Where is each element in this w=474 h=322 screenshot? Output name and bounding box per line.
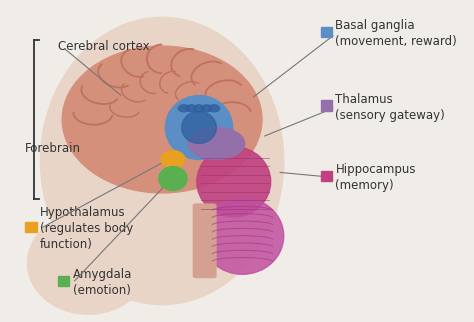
Ellipse shape bbox=[178, 105, 189, 112]
Ellipse shape bbox=[197, 147, 271, 217]
FancyBboxPatch shape bbox=[193, 204, 216, 278]
Text: Thalamus
(sensory gateway): Thalamus (sensory gateway) bbox=[336, 93, 445, 122]
Ellipse shape bbox=[209, 105, 219, 112]
Ellipse shape bbox=[165, 96, 233, 159]
Ellipse shape bbox=[161, 151, 185, 168]
Ellipse shape bbox=[186, 105, 197, 112]
Ellipse shape bbox=[193, 105, 204, 112]
Ellipse shape bbox=[188, 128, 245, 159]
Bar bbox=[58, 276, 69, 286]
Ellipse shape bbox=[40, 17, 284, 305]
Ellipse shape bbox=[201, 198, 284, 274]
Ellipse shape bbox=[159, 166, 187, 191]
Text: Hypothalamus
(regulates body
function): Hypothalamus (regulates body function) bbox=[40, 206, 133, 251]
Ellipse shape bbox=[27, 212, 149, 314]
Text: Forebrain: Forebrain bbox=[25, 142, 81, 156]
Text: Hippocampus
(memory): Hippocampus (memory) bbox=[336, 163, 416, 192]
Bar bbox=[320, 171, 332, 181]
Text: Basal ganglia
(movement, reward): Basal ganglia (movement, reward) bbox=[336, 19, 457, 48]
Bar bbox=[320, 27, 332, 37]
Ellipse shape bbox=[201, 105, 212, 112]
Ellipse shape bbox=[62, 46, 262, 193]
Ellipse shape bbox=[182, 111, 217, 143]
Bar bbox=[320, 100, 332, 110]
Text: Amygdala
(emotion): Amygdala (emotion) bbox=[73, 269, 132, 298]
Text: Cerebral cortex: Cerebral cortex bbox=[58, 40, 149, 53]
Bar bbox=[25, 222, 36, 232]
